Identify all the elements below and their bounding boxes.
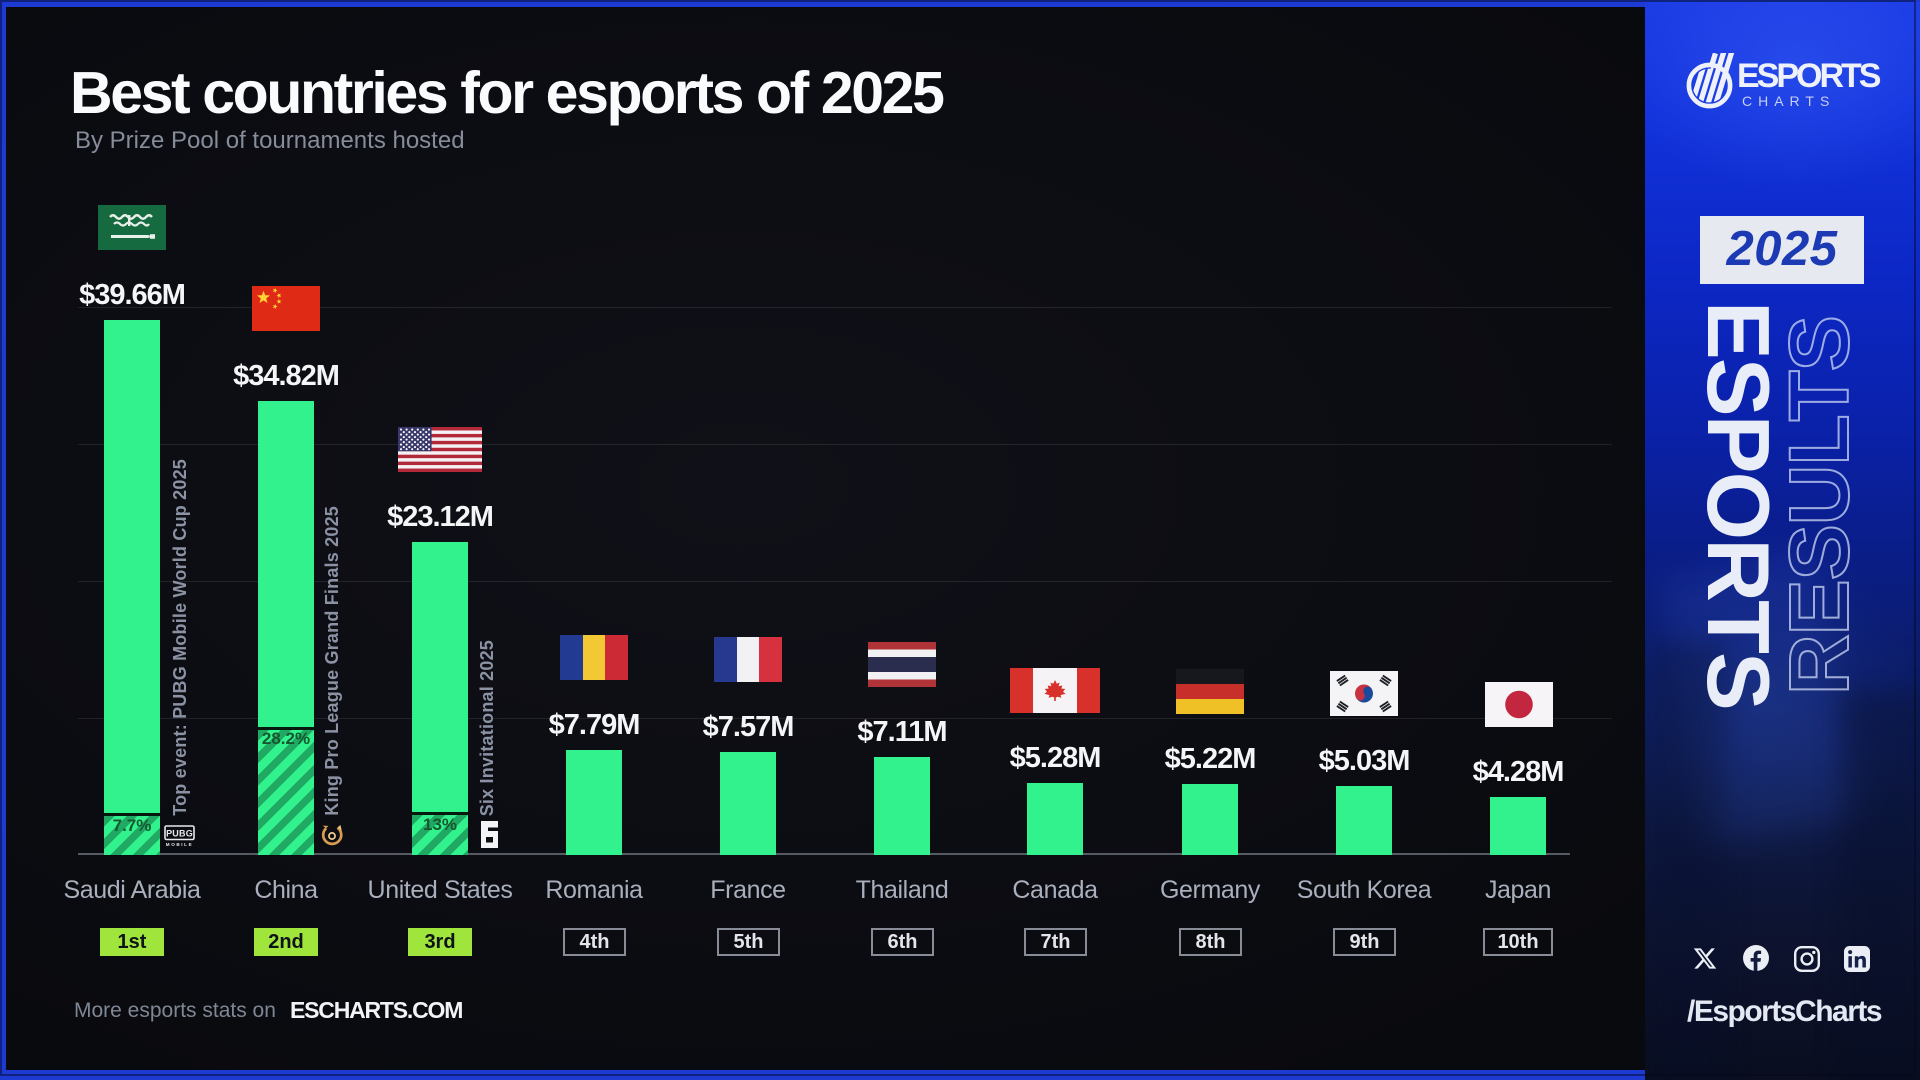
svg-text:PUBG: PUBG [166, 828, 193, 838]
svg-text:MOBILE: MOBILE [166, 842, 193, 847]
